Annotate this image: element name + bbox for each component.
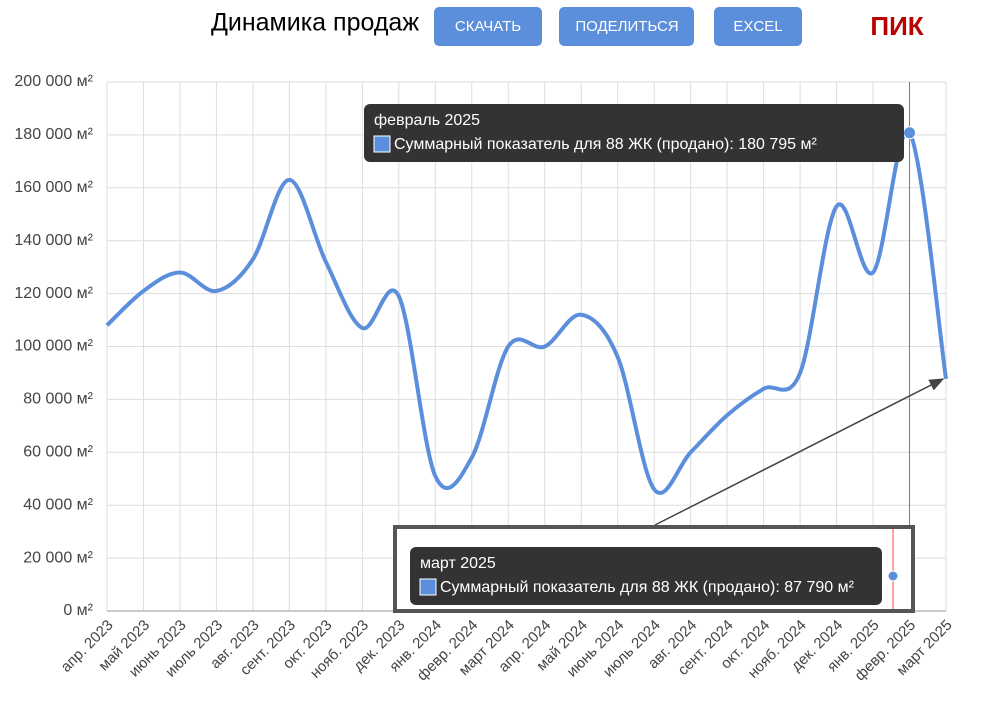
y-tick-label: 140 000 м² xyxy=(14,232,93,249)
tooltip-title: февраль 2025 xyxy=(374,112,480,129)
pointer-arrow xyxy=(654,378,945,526)
y-tick-label: 0 м² xyxy=(63,602,93,619)
y-tick-label: 180 000 м² xyxy=(14,126,93,143)
tooltip-swatch xyxy=(419,578,437,596)
tooltip-text: Суммарный показатель для 88 ЖК (продано)… xyxy=(440,579,855,596)
button-label: EXCEL xyxy=(733,18,782,35)
y-tick-label: 60 000 м² xyxy=(23,444,93,461)
excel-button[interactable]: EXCEL xyxy=(714,7,802,46)
share-button[interactable]: ПОДЕЛИТЬСЯ xyxy=(559,7,694,46)
inset-point xyxy=(887,570,899,582)
y-tick-label: 80 000 м² xyxy=(23,391,93,408)
tooltip: февраль 2025 Суммарный показатель для 88 … xyxy=(364,104,904,162)
hover-point xyxy=(903,126,917,140)
page-title: Динамика продаж xyxy=(211,9,419,37)
brand: ПИК xyxy=(870,11,923,41)
tooltip-box xyxy=(410,547,882,605)
y-tick-label: 40 000 м² xyxy=(23,496,93,513)
y-tick-label: 20 000 м² xyxy=(23,549,93,566)
button-label: ПОДЕЛИТЬСЯ xyxy=(575,18,678,35)
series-line xyxy=(105,129,948,495)
y-tick-label: 120 000 м² xyxy=(14,285,93,302)
tooltip-box xyxy=(364,104,904,162)
tooltip-title: март 2025 xyxy=(420,555,496,572)
button-label: СКАЧАТЬ xyxy=(455,18,521,35)
tooltip: март 2025 Суммарный показатель для 88 ЖК … xyxy=(410,547,882,605)
download-button[interactable]: СКАЧАТЬ xyxy=(434,7,542,46)
y-tick-label: 160 000 м² xyxy=(14,179,93,196)
tooltip-swatch xyxy=(373,135,391,153)
tooltip-text: Суммарный показатель для 88 ЖК (продано)… xyxy=(394,136,818,153)
y-tick-label: 100 000 м² xyxy=(14,338,93,355)
y-tick-label: 200 000 м² xyxy=(14,73,93,90)
